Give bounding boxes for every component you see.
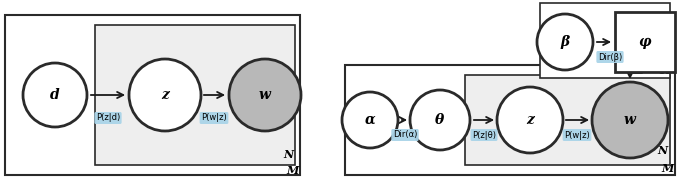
Text: N: N xyxy=(657,145,667,155)
Text: Dir(β): Dir(β) xyxy=(598,52,622,61)
Bar xyxy=(615,12,675,72)
Circle shape xyxy=(410,90,470,150)
Circle shape xyxy=(537,14,593,70)
Text: d: d xyxy=(50,88,60,102)
Text: N: N xyxy=(283,149,293,161)
Bar xyxy=(345,65,675,175)
Text: z: z xyxy=(526,113,534,127)
Bar xyxy=(95,25,295,165)
Circle shape xyxy=(229,59,301,131)
Circle shape xyxy=(497,87,563,153)
Text: P(w|z): P(w|z) xyxy=(201,114,227,123)
Circle shape xyxy=(592,82,668,158)
Bar xyxy=(5,15,300,175)
Text: P(z|θ): P(z|θ) xyxy=(472,130,496,139)
Text: P(w|z): P(w|z) xyxy=(564,130,590,139)
Text: φ: φ xyxy=(638,35,651,49)
Text: w: w xyxy=(259,88,271,102)
Text: β: β xyxy=(560,35,570,49)
Text: w: w xyxy=(624,113,636,127)
Text: P(z|d): P(z|d) xyxy=(96,114,120,123)
Text: Dir(α): Dir(α) xyxy=(393,130,417,139)
Bar xyxy=(465,75,670,165)
Text: θ: θ xyxy=(436,113,445,127)
Text: α: α xyxy=(364,113,375,127)
Text: M: M xyxy=(662,162,674,174)
Bar xyxy=(540,3,670,78)
Text: K: K xyxy=(659,64,669,76)
Circle shape xyxy=(342,92,398,148)
Text: M: M xyxy=(287,164,299,176)
Circle shape xyxy=(129,59,201,131)
Text: z: z xyxy=(161,88,169,102)
Circle shape xyxy=(23,63,87,127)
